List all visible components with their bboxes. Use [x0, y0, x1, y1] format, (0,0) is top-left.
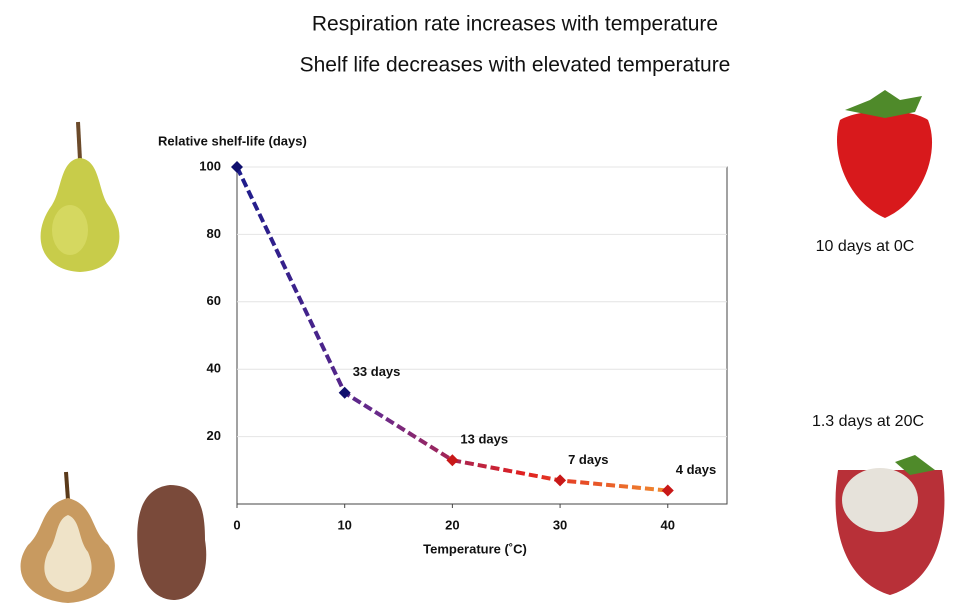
pear-fresh: [41, 122, 120, 272]
x-tick-label: 40: [661, 517, 675, 532]
data-label: 7 days: [568, 452, 608, 467]
x-tick-label: 30: [553, 517, 567, 532]
x-tick-label: 10: [337, 517, 351, 532]
y-tick-label: 40: [207, 361, 221, 376]
strawberry-rotten: [836, 455, 945, 595]
line: [237, 167, 668, 491]
data-label: 4 days: [676, 462, 716, 477]
y-tick-label: 60: [207, 293, 221, 308]
title-line: Respiration rate increases with temperat…: [312, 13, 718, 36]
data-label: 13 days: [460, 432, 508, 447]
marker: [554, 474, 566, 486]
x-axis-label: Temperature (˚C): [423, 541, 527, 556]
pear-rotten: [21, 472, 207, 603]
y-axis-label: Relative shelf-life (days): [158, 133, 307, 148]
y-tick-label: 80: [207, 226, 221, 241]
x-tick-label: 20: [445, 517, 459, 532]
title-line: Shelf life decreases with elevated tempe…: [300, 54, 731, 77]
x-tick-label: 0: [233, 517, 240, 532]
plot-frame: [237, 167, 727, 504]
annotation: 1.3 days at 20C: [812, 413, 924, 430]
y-tick-label: 100: [199, 158, 221, 173]
strawberry-fresh: [837, 90, 932, 218]
slide: Respiration rate increases with temperat…: [0, 0, 956, 606]
marker: [662, 485, 674, 497]
data-label: 33 days: [353, 364, 401, 379]
annotation: 10 days at 0C: [816, 238, 915, 255]
y-tick-label: 20: [207, 428, 221, 443]
